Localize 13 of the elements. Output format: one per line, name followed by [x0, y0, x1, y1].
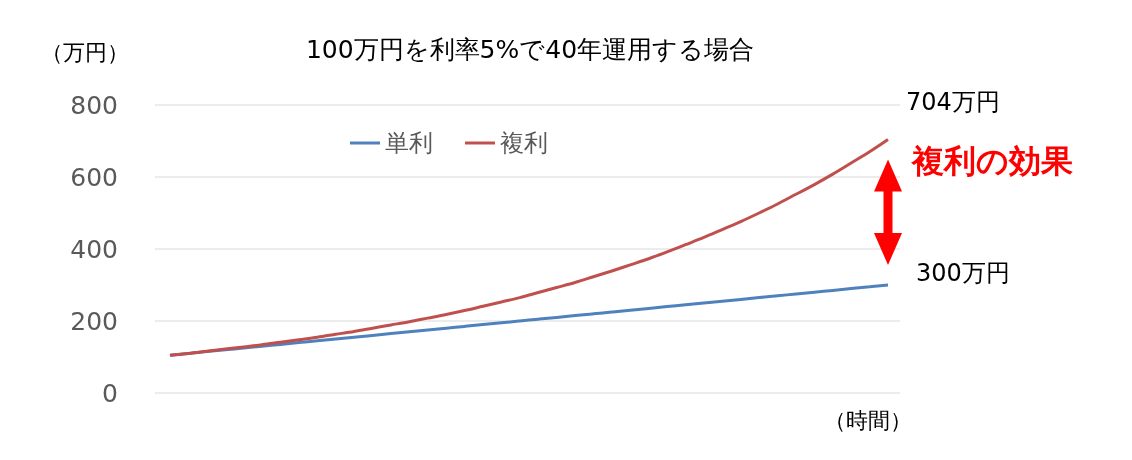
text: 複利の効果 [910, 142, 1073, 180]
y-tick-label: 200 [70, 306, 118, 336]
x-axis-title: （時間） [824, 408, 912, 433]
chart-title: 100万円を利率5%で40年運用する場合 [305, 35, 755, 64]
y-tick-label: 600 [70, 162, 118, 192]
legend-label: 単利 [385, 129, 433, 158]
y-tick-label: 0 [102, 378, 118, 408]
text: 704万円 [906, 87, 1000, 116]
text: 300万円 [916, 259, 1010, 287]
legend-label: 複利 [500, 129, 548, 158]
y-axis-title: （万円） [41, 40, 129, 65]
y-tick-label: 400 [70, 234, 118, 264]
y-tick-label: 800 [70, 90, 118, 120]
